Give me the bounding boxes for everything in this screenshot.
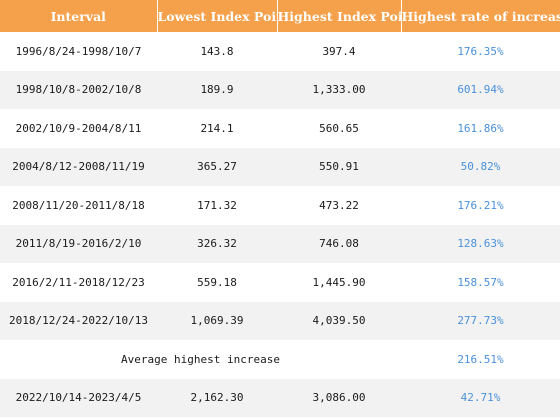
interval-cell: 2004/8/12-2008/11/19: [0, 147, 157, 186]
interval-cell: 2016/2/11-2018/12/23: [0, 263, 157, 302]
highest-point-cell: 550.91: [277, 147, 401, 186]
increase-rate-cell: 601.94%: [401, 70, 560, 109]
average-increase-label: Average highest increase: [0, 340, 401, 379]
header-row: Interval Lowest Index Point Highest Inde…: [0, 0, 560, 32]
highest-point-cell: 560.65: [277, 109, 401, 148]
highest-point-cell: 746.08: [277, 224, 401, 263]
table-row: 1996/8/24-1998/10/7 143.8 397.4 176.35%: [0, 32, 560, 71]
increase-rate-cell: 158.57%: [401, 263, 560, 302]
lowest-point-cell: 143.8: [157, 32, 277, 71]
increase-rate-cell: 161.86%: [401, 109, 560, 148]
header-lowest-index-point: Lowest Index Point: [157, 0, 278, 32]
table-row: 2004/8/12-2008/11/19 365.27 550.91 50.82…: [0, 147, 560, 186]
increase-rate-cell: 176.35%: [401, 32, 560, 71]
table-row: 2002/10/9-2004/8/11 214.1 560.65 161.86%: [0, 109, 560, 148]
table-row: 2008/11/20-2011/8/18 171.32 473.22 176.2…: [0, 186, 560, 225]
lowest-point-cell: 214.1: [157, 109, 277, 148]
header-highest-rate-of-increase: Highest rate of increase: [401, 0, 560, 32]
interval-cell: 2022/10/14-2023/4/5: [0, 378, 157, 417]
header-highest-index-point: Highest Index Point: [277, 0, 402, 32]
increase-rate-cell: 50.82%: [401, 147, 560, 186]
lowest-point-cell: 365.27: [157, 147, 277, 186]
lowest-point-cell: 2,162.30: [157, 378, 277, 417]
average-increase-rate: 216.51%: [401, 340, 560, 379]
header-interval: Interval: [0, 0, 158, 32]
lowest-point-cell: 559.18: [157, 263, 277, 302]
lowest-point-cell: 189.9: [157, 70, 277, 109]
table-row: 2016/2/11-2018/12/23 559.18 1,445.90 158…: [0, 263, 560, 302]
increase-rate-cell: 42.71%: [401, 378, 560, 417]
table-row: 1998/10/8-2002/10/8 189.9 1,333.00 601.9…: [0, 70, 560, 109]
interval-cell: 2002/10/9-2004/8/11: [0, 109, 157, 148]
average-row: Average highest increase 216.51%: [0, 340, 560, 379]
interval-cell: 1996/8/24-1998/10/7: [0, 32, 157, 71]
highest-point-cell: 397.4: [277, 32, 401, 71]
highest-point-cell: 1,445.90: [277, 263, 401, 302]
latest-row: 2022/10/14-2023/4/5 2,162.30 3,086.00 42…: [0, 378, 560, 417]
table-row: 2018/12/24-2022/10/13 1,069.39 4,039.50 …: [0, 301, 560, 340]
table-row: 2011/8/19-2016/2/10 326.32 746.08 128.63…: [0, 224, 560, 263]
lowest-point-cell: 1,069.39: [157, 301, 277, 340]
increase-rate-cell: 128.63%: [401, 224, 560, 263]
increase-rate-cell: 176.21%: [401, 186, 560, 225]
interval-cell: 2018/12/24-2022/10/13: [0, 301, 157, 340]
increase-rate-cell: 277.73%: [401, 301, 560, 340]
lowest-point-cell: 171.32: [157, 186, 277, 225]
highest-point-cell: 1,333.00: [277, 70, 401, 109]
interval-cell: 2011/8/19-2016/2/10: [0, 224, 157, 263]
highest-point-cell: 473.22: [277, 186, 401, 225]
interval-cell: 2008/11/20-2011/8/18: [0, 186, 157, 225]
highest-point-cell: 3,086.00: [277, 378, 401, 417]
lowest-point-cell: 326.32: [157, 224, 277, 263]
highest-point-cell: 4,039.50: [277, 301, 401, 340]
interval-cell: 1998/10/8-2002/10/8: [0, 70, 157, 109]
